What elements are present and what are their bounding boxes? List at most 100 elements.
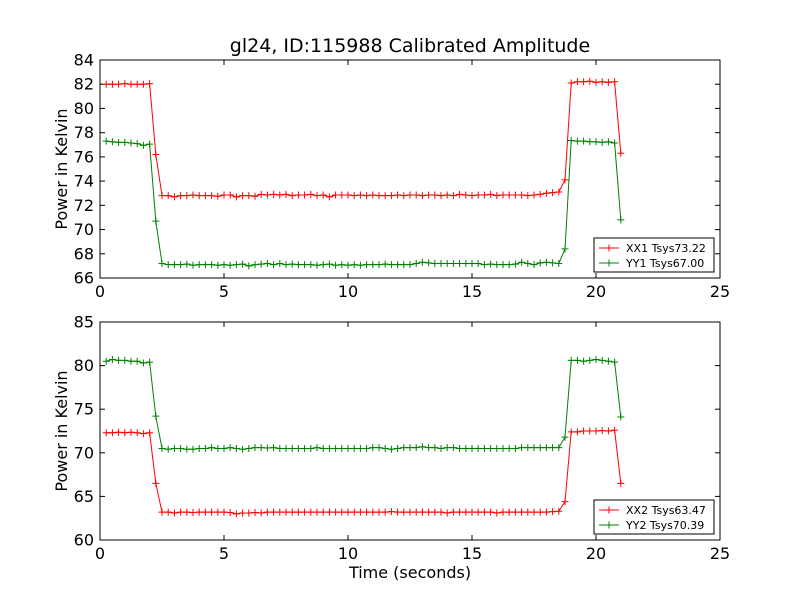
- data-point-marker: [294, 191, 302, 199]
- data-point-marker: [573, 356, 581, 364]
- data-point-marker: [201, 508, 209, 516]
- data-point-marker: [239, 192, 247, 200]
- data-point-marker: [201, 192, 209, 200]
- data-point-marker: [288, 444, 296, 452]
- data-point-marker: [505, 508, 513, 516]
- data-point-marker: [152, 217, 160, 225]
- data-point-marker: [474, 444, 482, 452]
- data-point-marker: [127, 357, 135, 365]
- data-point-marker: [102, 80, 110, 88]
- data-point-marker: [493, 509, 501, 517]
- data-point-marker: [257, 444, 265, 452]
- data-point-marker: [561, 176, 569, 184]
- data-point-marker: [604, 78, 612, 86]
- data-point-marker: [611, 358, 619, 366]
- legend-marker: [605, 506, 613, 514]
- series-yy2: [102, 355, 625, 453]
- data-point-marker: [270, 190, 278, 198]
- data-point-marker: [499, 508, 507, 516]
- data-point-marker: [257, 190, 265, 198]
- data-point-marker: [127, 80, 135, 88]
- data-point-marker: [195, 508, 203, 516]
- data-point-marker: [611, 78, 619, 86]
- data-point-marker: [468, 444, 476, 452]
- data-point-marker: [319, 444, 327, 452]
- data-point-marker: [375, 508, 383, 516]
- data-point-marker: [406, 508, 414, 516]
- data-point-marker: [443, 259, 451, 267]
- data-point-marker: [183, 445, 191, 453]
- data-point-marker: [170, 193, 178, 201]
- data-point-marker: [499, 444, 507, 452]
- data-point-marker: [152, 412, 160, 420]
- data-point-marker: [536, 259, 544, 267]
- y-tick-label: 72: [74, 196, 94, 215]
- data-point-marker: [201, 444, 209, 452]
- legend-entry-label: YY2 Tsys70.39: [625, 519, 704, 532]
- data-point-marker: [195, 444, 203, 452]
- data-point-marker: [208, 444, 216, 452]
- x-tick-label: 10: [338, 282, 358, 301]
- data-point-marker: [580, 78, 588, 86]
- data-point-marker: [208, 192, 216, 200]
- y-axis-label: Power in Kelvin: [52, 108, 71, 229]
- data-point-marker: [456, 444, 464, 452]
- data-point-marker: [462, 444, 470, 452]
- data-point-marker: [146, 80, 154, 88]
- data-point-marker: [375, 261, 383, 269]
- data-point-marker: [437, 192, 445, 200]
- data-point-marker: [319, 191, 327, 199]
- data-point-marker: [226, 509, 234, 517]
- data-point-marker: [288, 260, 296, 268]
- data-point-marker: [121, 80, 129, 88]
- data-point-marker: [276, 259, 284, 267]
- data-point-marker: [617, 479, 625, 487]
- data-point-marker: [245, 509, 253, 517]
- data-point-marker: [139, 80, 147, 88]
- data-point-marker: [586, 138, 594, 146]
- data-point-marker: [226, 261, 234, 269]
- data-point-marker: [592, 138, 600, 146]
- x-tick-label: 15: [462, 282, 482, 301]
- data-point-marker: [499, 191, 507, 199]
- data-point-marker: [580, 357, 588, 365]
- data-point-marker: [598, 78, 606, 86]
- data-point-marker: [325, 193, 333, 201]
- data-point-marker: [115, 356, 123, 364]
- data-point-marker: [561, 433, 569, 441]
- data-point-marker: [363, 261, 371, 269]
- data-point-marker: [567, 428, 575, 436]
- data-point-marker: [536, 444, 544, 452]
- data-point-marker: [369, 261, 377, 269]
- data-point-marker: [412, 191, 420, 199]
- data-point-marker: [263, 444, 271, 452]
- data-point-marker: [449, 508, 457, 516]
- data-point-marker: [301, 508, 309, 516]
- data-point-marker: [127, 139, 135, 147]
- data-point-marker: [189, 445, 197, 453]
- data-point-marker: [350, 444, 358, 452]
- data-point-marker: [400, 192, 408, 200]
- data-point-marker: [146, 140, 154, 148]
- x-tick-label: 0: [95, 544, 105, 563]
- data-point-marker: [313, 192, 321, 200]
- data-point-marker: [381, 192, 389, 200]
- data-point-marker: [183, 192, 191, 200]
- data-point-marker: [115, 80, 123, 88]
- series-line: [106, 358, 622, 450]
- data-point-marker: [518, 508, 526, 516]
- data-point-marker: [301, 261, 309, 269]
- data-point-marker: [394, 444, 402, 452]
- data-point-marker: [611, 139, 619, 147]
- data-point-marker: [139, 430, 147, 438]
- data-point-marker: [133, 357, 141, 365]
- data-point-marker: [586, 427, 594, 435]
- data-point-marker: [164, 261, 172, 269]
- data-point-marker: [276, 508, 284, 516]
- data-point-marker: [177, 261, 185, 269]
- data-point-marker: [146, 358, 154, 366]
- data-point-marker: [121, 138, 129, 146]
- data-point-marker: [425, 191, 433, 199]
- data-point-marker: [319, 261, 327, 269]
- data-point-marker: [617, 413, 625, 421]
